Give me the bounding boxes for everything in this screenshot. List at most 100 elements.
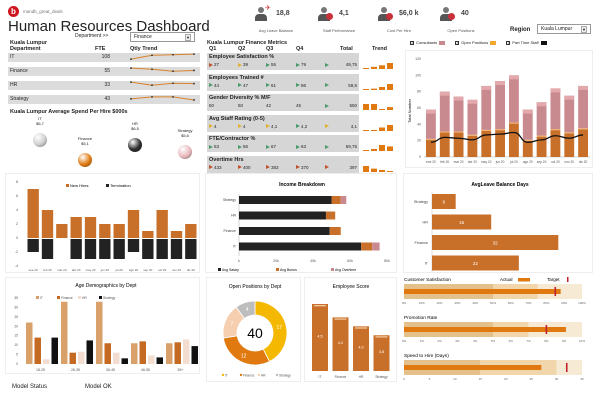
trend-bar (387, 107, 393, 110)
quarter-value: 47 (238, 83, 248, 88)
legend-label: Avg Bonus (280, 268, 297, 272)
data-label: 4,5 (317, 335, 322, 339)
age-demographics-chart: Age Demographics by Dept 0 5 10 15 20 25 30 35 IT… (5, 277, 200, 374)
legend-toggle[interactable]: ✓ Consultants (410, 40, 446, 45)
x-tick-label: Finance (335, 375, 347, 379)
total-flag-icon (325, 83, 330, 89)
legend-swatch (239, 373, 243, 377)
y-tick-label: 40 (417, 122, 421, 126)
consultants-bar (536, 102, 547, 136)
quarter-value-text: 27 (214, 62, 220, 67)
flag-icon (296, 165, 300, 170)
kpi-open-positions: 40 Open Positions (440, 4, 500, 34)
sparkline-point (130, 67, 132, 70)
slice-label: 7 (231, 321, 234, 327)
checkbox-icon[interactable]: ✓ (410, 40, 414, 45)
quarter-value-text: 63 (301, 144, 307, 149)
legend-label: Actual (500, 277, 513, 282)
legend-swatch (78, 296, 81, 299)
kpi-staff-performance: 4,1 Staff Performance (318, 4, 378, 34)
region-select[interactable]: Kuala Lumpur ▼ (537, 24, 591, 34)
chevron-down-icon[interactable]: ▼ (581, 25, 587, 33)
metric-total: 4,1 (350, 123, 357, 129)
finance-metric-row[interactable]: Avg Staff Rating (0-5) 4 4 4,1 4,2 4,1 (207, 114, 359, 132)
department-select[interactable]: Finance ▼ (130, 32, 195, 42)
x-tick-label: may 20 (481, 160, 492, 164)
x-tick-label: jun 20 (495, 160, 505, 164)
legend-swatch (57, 296, 60, 299)
x-tick-label: 0% (402, 301, 407, 305)
legend-label: Strategy (103, 296, 116, 300)
legend-swatch (490, 40, 497, 45)
y-tick-label: IT (233, 245, 237, 249)
quarter-value-text: 44 (214, 82, 220, 88)
finance-metric-row[interactable]: Overtime Hrs 433 400 383 370 397 (207, 155, 359, 173)
metric-total: 550 (349, 103, 357, 108)
metric-name: FTE/Contractor % (209, 136, 256, 142)
legend-toggle[interactable]: ✓ Part Time Staff (506, 40, 547, 45)
new-hires-bar (185, 224, 197, 238)
consultants-cap (467, 99, 478, 104)
kpi-value: 4,1 (339, 10, 349, 17)
x-tick-label: dic 20 (187, 268, 195, 272)
legend-label: New Hires (70, 183, 88, 188)
x-tick-label: IT (319, 375, 322, 379)
quarter-value-text: 50 (238, 103, 244, 108)
legend-swatch (331, 268, 334, 271)
slice-label: 12 (241, 353, 247, 359)
legend-toggle[interactable]: ✓ Open Positions (455, 40, 497, 45)
x-tick-label: k (238, 259, 240, 263)
x-tick-label: feb 20 (43, 268, 52, 272)
fte-col-header: FTE (95, 46, 106, 52)
income-bar-avg-salary (239, 196, 332, 204)
flag-icon (238, 165, 242, 170)
x-tick-label: 55+ (178, 368, 184, 372)
dept-row[interactable]: Finance 55 (8, 67, 200, 76)
trend-bar (363, 68, 369, 69)
sparkline-point (130, 58, 132, 60)
income-bar-avg-bonus (331, 196, 341, 204)
age-bar-finance (104, 343, 111, 364)
sparkline-point (193, 69, 195, 72)
y-tick-label: 0 (16, 236, 18, 240)
consultants-bar (564, 95, 575, 133)
open-positions-cap (439, 131, 450, 133)
finance-metric-row[interactable]: FTE/Contractor % 53 56 67 63 59,75 (207, 135, 359, 152)
finance-metric-row[interactable]: Gender Diversity % M/F 50 50 42 45 550 (207, 94, 359, 111)
metric-name: Overtime Hrs (209, 156, 244, 163)
x-tick-label: 5 (429, 377, 431, 381)
quarter-value: 433 (209, 165, 222, 170)
finance-metric-row[interactable]: Employees Trained #44 47 61 86 59,5 (207, 73, 359, 91)
checkbox-icon[interactable]: ✓ (506, 40, 511, 45)
finance-col-header: Q1 (209, 46, 217, 52)
y-tick-label: 2 (16, 222, 18, 226)
open-positions-bar (426, 139, 436, 157)
chevron-down-icon[interactable]: ▼ (185, 33, 191, 41)
income-bar-avg-bonus (329, 227, 341, 235)
dept-row[interactable]: HR 33 (8, 81, 200, 90)
finance-metric-row[interactable]: Employee Satisfaction % 27 39 55 79 49,75 (207, 53, 359, 70)
open-positions-cap (426, 138, 436, 141)
consultants-cap (495, 81, 505, 86)
flag-icon (238, 62, 242, 67)
dept-row[interactable]: Strategy 43 (8, 95, 200, 104)
x-tick-label: dic 20 (579, 160, 588, 164)
slice-label: 17 (277, 325, 283, 331)
flag-icon (266, 144, 270, 149)
metric-trend-bars (363, 165, 393, 172)
legend-swatch (221, 373, 225, 377)
bullet-actual-bar (404, 327, 566, 332)
legend-label: IT (40, 296, 43, 300)
department-value: Finance (134, 34, 152, 40)
kpi-label: Open Positions (447, 28, 475, 33)
y-tick-label: -2 (15, 250, 18, 254)
termination-bar (156, 239, 168, 259)
x-tick-label: 1% (420, 339, 425, 343)
kpi-label: Cost Per Hire (386, 28, 411, 33)
dept-row[interactable]: IT 108 (8, 53, 200, 62)
quarter-value-text: 4 (243, 123, 246, 129)
checkbox-icon[interactable]: ✓ (455, 40, 460, 45)
chart-title: Income Breakdown (279, 182, 325, 188)
termination-bar (99, 239, 111, 259)
score-bar (373, 335, 390, 371)
